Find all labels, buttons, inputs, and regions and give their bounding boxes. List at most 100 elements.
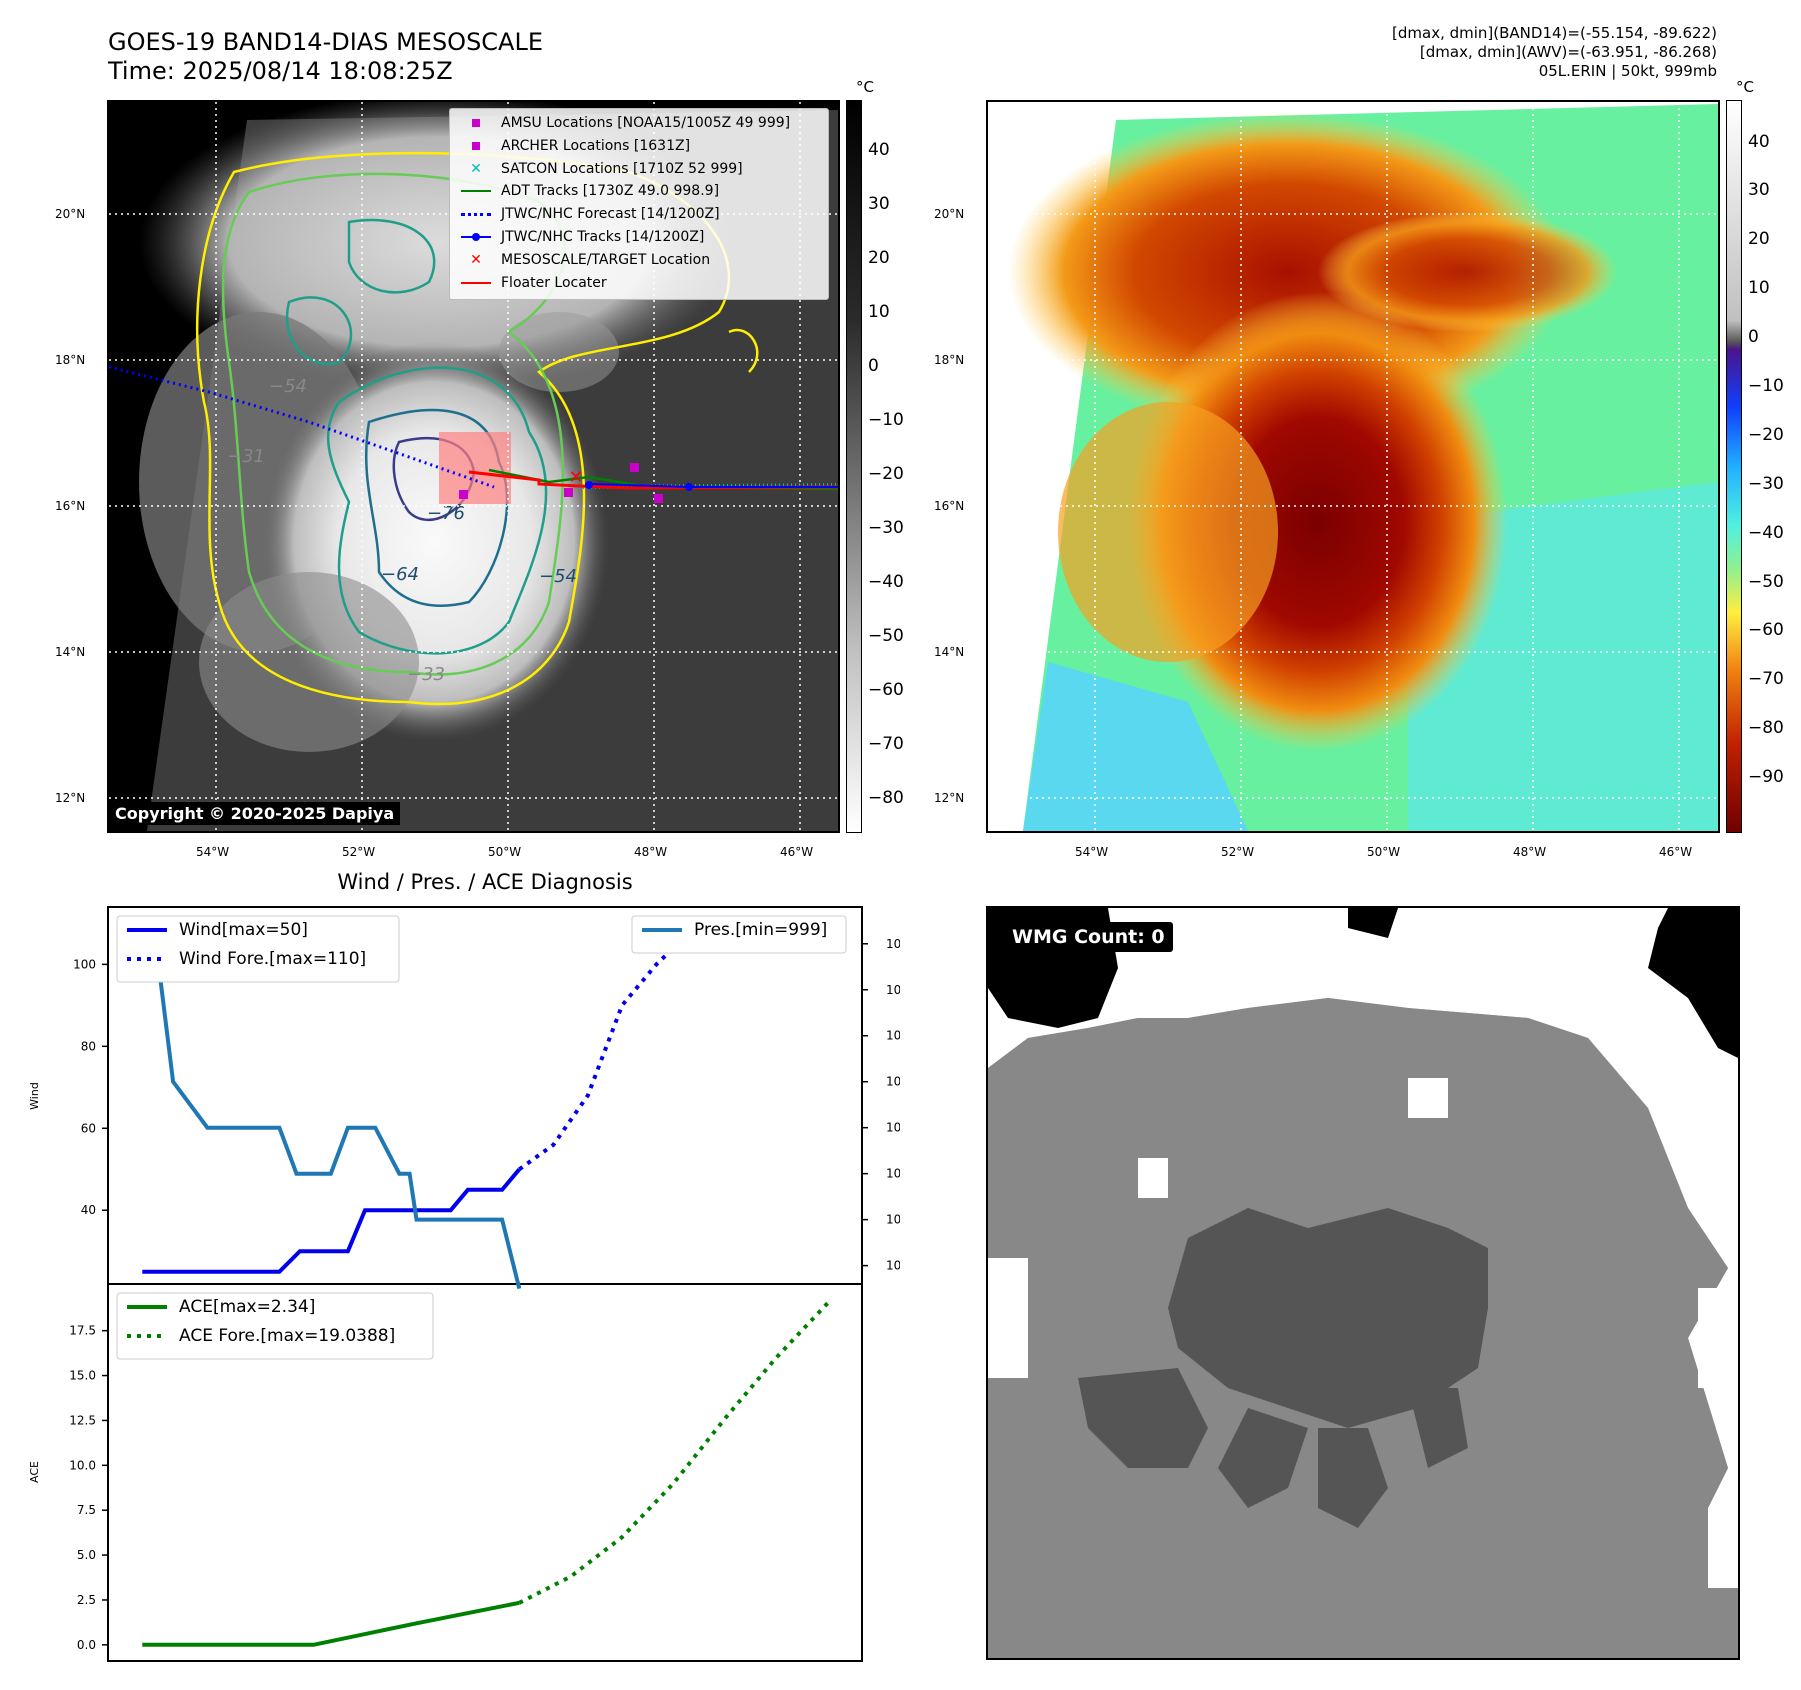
jtwc-point-2 — [685, 483, 693, 491]
chart-legend-box — [631, 915, 847, 954]
chart-legend-label: ACE Fore.[max=19.0388] — [179, 1326, 395, 1346]
colorbar-tick-label: −90 — [1748, 767, 1784, 788]
diagnosis-charts: Wind / Pres. / ACE Diagnosis 40 60 80 100 100… — [28, 870, 900, 1662]
contour-label-2: −64 — [381, 564, 419, 585]
lat-label: 16°N — [934, 499, 965, 513]
lat-label: 20°N — [55, 207, 86, 221]
legend-label: ARCHER Locations [1631Z] — [501, 137, 691, 154]
colorbar-tick-label: −20 — [1748, 424, 1784, 445]
forecast-track — [109, 365, 495, 489]
colorbar-tick-label: −50 — [1748, 571, 1784, 592]
floater-locater — [468, 470, 838, 490]
legend-marker-icon — [459, 272, 493, 295]
legend-marker-icon: ✕ — [470, 160, 482, 177]
wmg-black-ne — [1648, 908, 1738, 1058]
colorbar-tick-label: −30 — [868, 517, 904, 538]
wind-series-line — [142, 1168, 521, 1274]
pressure-ytick-label: 1002 — [886, 1213, 900, 1227]
colorbar-tick-label: −20 — [868, 463, 904, 484]
lat-label: 18°N — [55, 353, 86, 367]
legend-label: SATCON Locations [1710Z 52 999] — [501, 160, 743, 177]
colorbar-tick-label: −60 — [1748, 620, 1784, 641]
lon-label: 54°W — [196, 845, 230, 859]
ir-legend-item: ARCHER Locations [1631Z] — [459, 135, 790, 158]
lon-label: 50°W — [1367, 845, 1401, 859]
mesoscale-target-box — [439, 432, 511, 504]
storm-intensity: 05L.ERIN | 50kt, 999mb — [1538, 62, 1717, 80]
ir-legend-item: AMSU Locations [NOAA15/1005Z 49 999] — [459, 112, 790, 135]
lon-label: 54°W — [1075, 845, 1109, 859]
colorbar-tick-label: 40 — [1748, 131, 1770, 152]
legend-label: AMSU Locations [NOAA15/1005Z 49 999] — [501, 115, 791, 131]
lat-label: 14°N — [55, 645, 86, 659]
chart-legend-label: Wind[max=50] — [179, 920, 308, 940]
colorbar-tick-label: 10 — [868, 301, 890, 322]
wind-ytick-label: 60 — [81, 1121, 96, 1135]
lat-label: 12°N — [934, 791, 965, 805]
lon-label: 50°W — [488, 845, 522, 859]
lat-label: 18°N — [934, 353, 965, 367]
copyright-label: Copyright © 2020-2025 Dapiya — [109, 802, 401, 825]
ir-legend-item: ADT Tracks [1730Z 49.0 998.9] — [459, 180, 790, 203]
chart-legend-label: Pres.[min=999] — [694, 920, 827, 940]
archer-marker-3 — [654, 494, 663, 503]
band14-range: [dmax, dmin](BAND14)=(-55.154, -89.622) — [1392, 24, 1717, 42]
chart-title: Wind / Pres. / ACE Diagnosis — [337, 870, 632, 894]
colorbar-tick-label: 20 — [1748, 229, 1770, 250]
contour-core — [365, 408, 509, 607]
ace-ytick-label: 7.5 — [77, 1503, 96, 1517]
awv-range: [dmax, dmin](AWV)=(-63.951, -86.268) — [1419, 43, 1717, 61]
ir-legend-item: JTWC/NHC Forecast [14/1200Z] — [459, 203, 790, 226]
pressure-ytick-label: 1006 — [886, 1121, 900, 1135]
awv-colorbar-unit: °C — [1736, 78, 1754, 96]
archer-marker-2 — [564, 488, 573, 497]
ir-colorbar-unit: °C — [856, 78, 874, 96]
contour-label-5: −31 — [227, 446, 265, 467]
ace-chart-frame — [107, 1283, 863, 1662]
wind-ytick-label: 80 — [81, 1039, 96, 1053]
colorbar-tick-label: −40 — [1748, 522, 1784, 543]
lat-label: 20°N — [934, 207, 965, 221]
colorbar-tick-label: −70 — [1748, 669, 1784, 690]
legend-label: JTWC/NHC Tracks [14/1200Z] — [501, 228, 705, 245]
colorbar-tick-label: −70 — [868, 733, 904, 754]
ir-legend — [449, 108, 829, 300]
colorbar-tick-label: 10 — [1748, 278, 1770, 299]
title-time: Time: 2025/08/14 18:08:25Z — [108, 57, 453, 85]
lat-label: 16°N — [55, 499, 86, 513]
awv-map-panel[interactable] — [986, 100, 1720, 833]
ace-axis-label: ACE — [28, 1461, 41, 1483]
chart-legend-box — [116, 915, 400, 983]
chart-legend-label: Wind Fore.[max=110] — [179, 949, 366, 969]
colorbar-tick-label: 20 — [868, 247, 890, 268]
ir-map-panel[interactable]: −76 −64 −54 −33 −31 −54 ✕ AMSU Locatio — [107, 100, 840, 833]
mesoscale-target-marker: ✕ — [568, 467, 583, 488]
colorbar-tick-label: 0 — [868, 355, 879, 376]
wmg-dark-core — [1168, 1208, 1488, 1428]
ir-legend-item: ✕ SATCON Locations [1710Z 52 999] — [459, 158, 790, 181]
awv-gridlines — [988, 102, 1718, 831]
archer-marker-1 — [459, 490, 468, 499]
lon-label: 52°W — [1221, 845, 1255, 859]
legend-marker-icon — [459, 135, 493, 158]
wind-ytick-label: 100 — [73, 957, 96, 971]
colorbar-tick-label: −10 — [868, 409, 904, 430]
pressure-ytick-label: 1004 — [886, 1167, 900, 1181]
lon-label: 48°W — [1513, 845, 1547, 859]
chart-legend-label: ACE[max=2.34] — [179, 1297, 315, 1317]
contour-label-1: −76 — [427, 503, 465, 524]
figure-title: GOES-19 BAND14-DIAS MESOSCALE Time: 2025… — [108, 28, 543, 86]
ace-ytick-label: 10.0 — [69, 1458, 96, 1472]
pressure-ytick-label: 1008 — [886, 1075, 900, 1089]
lon-label: 46°W — [780, 845, 814, 859]
chart-legend-box — [116, 1292, 434, 1360]
colorbar-tick-label: 40 — [868, 139, 890, 160]
colorbar-tick-label: 30 — [868, 193, 890, 214]
legend-marker-icon — [459, 112, 493, 135]
pressure-ytick-label: 1000 — [886, 1259, 900, 1273]
legend-marker-icon — [459, 226, 493, 249]
ir-legend-item: ✕ MESOSCALE/TARGET Location — [459, 249, 790, 272]
ace-series-line — [142, 1600, 520, 1647]
wind-axis-label: Wind — [28, 1082, 41, 1110]
